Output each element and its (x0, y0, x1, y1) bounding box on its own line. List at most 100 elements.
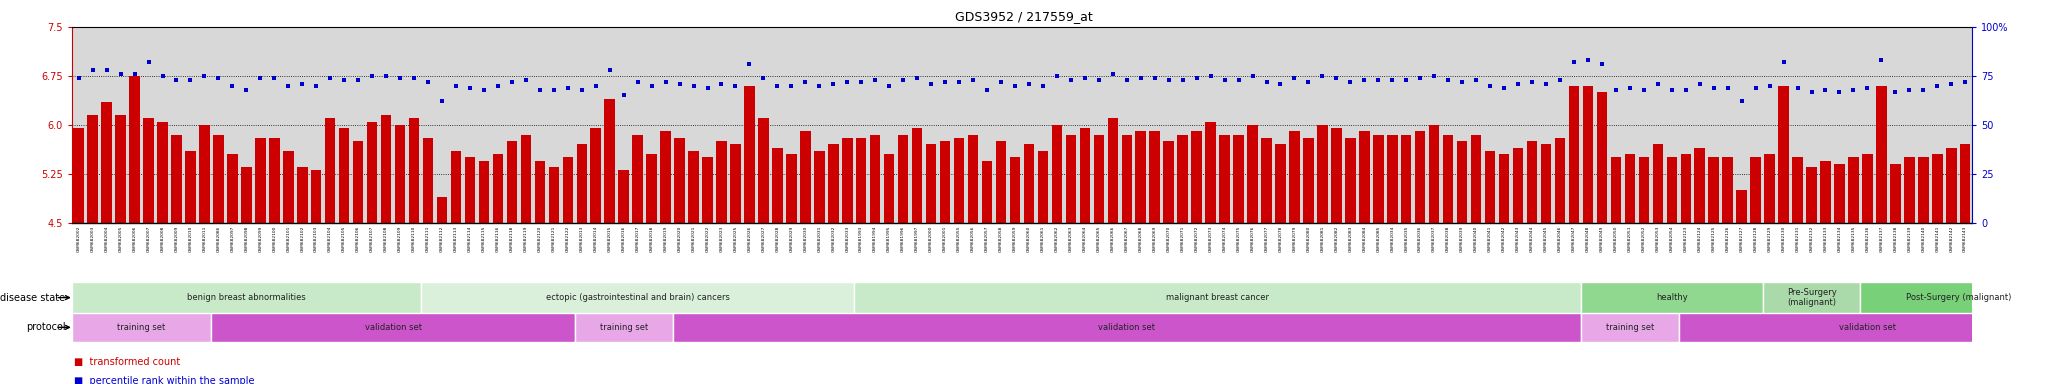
Text: GSM682111: GSM682111 (426, 226, 430, 252)
Text: GSM682009: GSM682009 (174, 226, 178, 252)
Point (1362, 77, 1395, 83)
Bar (352, 141, 362, 223)
Text: GSM681995: GSM681995 (887, 226, 891, 252)
Point (831, 79, 864, 85)
Bar (1065, 135, 1075, 223)
Point (160, 77, 193, 83)
Bar (297, 167, 307, 223)
Bar (717, 141, 727, 223)
Text: GSM682080: GSM682080 (1307, 226, 1311, 252)
Bar (885, 154, 895, 223)
Point (287, 81, 319, 87)
Point (1907, 86, 1939, 93)
Point (664, 81, 696, 87)
Text: validation set: validation set (365, 323, 422, 332)
Point (1333, 79, 1366, 85)
Text: GSM682073: GSM682073 (1208, 226, 1212, 252)
Bar (702, 157, 713, 223)
Bar (74, 128, 84, 223)
Point (496, 79, 528, 85)
Point (774, 83, 807, 89)
Point (299, 83, 332, 89)
Bar (1485, 151, 1495, 223)
Text: GSM682032: GSM682032 (831, 226, 836, 252)
Text: GSM682050: GSM682050 (1614, 226, 1618, 252)
Point (1391, 77, 1423, 83)
Bar (856, 138, 866, 223)
Point (1153, 77, 1186, 83)
Text: GSM682039: GSM682039 (1460, 226, 1464, 252)
Point (1614, 84, 1647, 91)
Text: GSM682022: GSM682022 (705, 226, 709, 252)
Text: GSM682068: GSM682068 (1139, 226, 1143, 252)
Bar (1653, 144, 1663, 223)
Text: GSM682060: GSM682060 (1026, 226, 1030, 252)
Point (1307, 73, 1339, 79)
Point (1348, 77, 1380, 83)
Bar (1456, 141, 1466, 223)
Bar (563, 157, 573, 223)
Bar (1737, 190, 1747, 223)
Bar (1583, 86, 1593, 223)
Text: GSM682064: GSM682064 (1083, 226, 1087, 252)
Point (119, 71, 152, 77)
Bar (1276, 144, 1286, 223)
Text: benign breast abnormalities: benign breast abnormalities (186, 293, 305, 302)
Bar (1444, 135, 1454, 223)
Bar (743, 86, 754, 223)
Point (649, 79, 682, 85)
Text: GSM682124: GSM682124 (1698, 226, 1702, 252)
Text: GSM682034: GSM682034 (1391, 226, 1395, 252)
Text: GSM682010: GSM682010 (188, 226, 193, 252)
Text: GSM682110: GSM682110 (412, 226, 416, 252)
Bar (827, 144, 838, 223)
Bar (422, 282, 854, 313)
Text: GSM682128: GSM682128 (1753, 226, 1757, 252)
Text: GSM682015: GSM682015 (608, 226, 612, 252)
Bar (575, 313, 672, 342)
Point (313, 75, 346, 81)
Point (817, 81, 850, 87)
Point (328, 77, 360, 83)
Point (1823, 88, 1855, 94)
Bar (213, 135, 223, 223)
Text: GSM682107: GSM682107 (371, 226, 375, 252)
Bar (842, 138, 852, 223)
Text: GSM682065: GSM682065 (1098, 226, 1102, 252)
Point (1475, 83, 1507, 89)
Text: GSM682113: GSM682113 (455, 226, 459, 252)
Bar (1667, 157, 1677, 223)
Bar (1386, 135, 1397, 223)
Bar (1094, 135, 1104, 223)
Text: GSM682033: GSM682033 (846, 226, 850, 252)
Point (203, 75, 236, 81)
Text: GSM682112: GSM682112 (440, 226, 444, 252)
Text: GSM682074: GSM682074 (1223, 226, 1227, 252)
Point (1083, 77, 1116, 83)
Bar (129, 76, 139, 223)
Point (1698, 84, 1731, 91)
Bar (1765, 154, 1776, 223)
Bar (199, 125, 209, 223)
Text: GSM682120: GSM682120 (539, 226, 543, 252)
Bar (911, 128, 922, 223)
Text: GSM682038: GSM682038 (1446, 226, 1450, 252)
Point (1796, 88, 1829, 94)
Text: GSM682057: GSM682057 (985, 226, 989, 252)
Point (1026, 83, 1059, 89)
Point (1194, 73, 1227, 79)
Point (1921, 83, 1954, 89)
Text: GSM682118: GSM682118 (510, 226, 514, 252)
Text: GSM682048: GSM682048 (1585, 226, 1589, 252)
Text: GSM682137: GSM682137 (1880, 226, 1884, 252)
Text: GSM681996: GSM681996 (901, 226, 905, 252)
Bar (1415, 131, 1425, 223)
Point (1655, 86, 1688, 93)
Text: GSM682076: GSM682076 (1251, 226, 1255, 252)
Point (705, 81, 737, 87)
Bar (1610, 157, 1622, 223)
Point (1417, 73, 1450, 79)
Point (1487, 84, 1520, 91)
Bar (854, 282, 1581, 313)
Bar (535, 161, 545, 223)
